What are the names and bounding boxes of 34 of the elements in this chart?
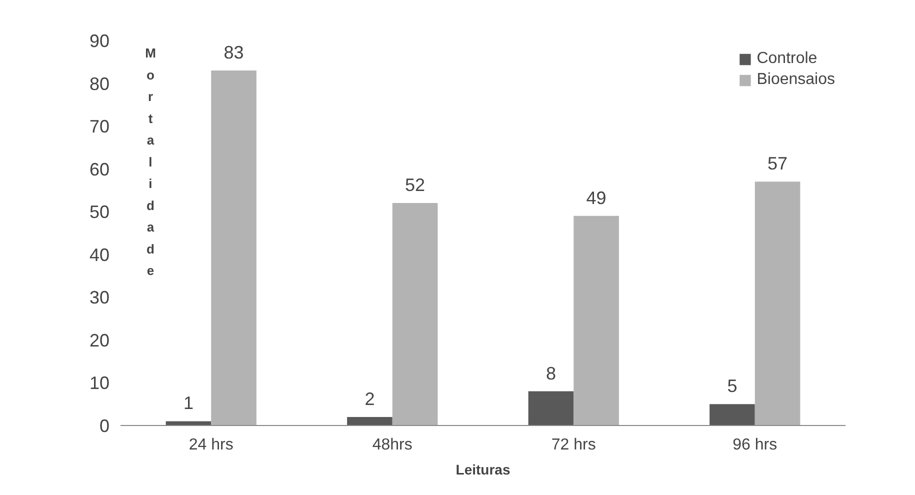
bar: [574, 216, 619, 426]
bar: [347, 416, 392, 426]
data-label: 1: [183, 393, 194, 414]
bar: [754, 182, 800, 426]
bar: [392, 203, 438, 426]
y-tick-label: 70: [89, 116, 110, 137]
y-tick-label: 10: [89, 373, 110, 394]
bar: [710, 404, 755, 426]
legend-label: Bioensaios: [756, 71, 835, 89]
y-tick-label: 30: [89, 288, 110, 308]
data-label: 83: [224, 42, 244, 62]
y-tick-label: 60: [89, 159, 110, 180]
data-label: 2: [364, 388, 375, 409]
y-tick-label: 40: [89, 244, 110, 265]
y-tick-label: 50: [89, 202, 110, 222]
x-axis-title: Leituras: [456, 462, 510, 478]
data-label: 5: [727, 376, 738, 396]
y-tick-label: 20: [89, 330, 110, 350]
text: Mortalidade: [145, 46, 156, 278]
bar: [166, 421, 212, 426]
x-tick-label: 72 hrs: [551, 436, 596, 454]
bar: [528, 391, 574, 426]
data-label: 57: [768, 154, 788, 174]
y-tick-label: 90: [89, 31, 110, 51]
legend-label: Controle: [756, 50, 818, 68]
y-tick-label: 80: [89, 74, 110, 94]
data-label: 49: [586, 188, 606, 208]
data-label: 8: [546, 363, 556, 384]
x-tick-label: 24 hrs: [188, 436, 234, 454]
x-tick-label: 48hrs: [372, 436, 412, 454]
y-tick-label: 0: [99, 416, 110, 436]
data-label: 52: [405, 175, 426, 196]
bar: [211, 70, 256, 426]
x-tick-label: 96 hrs: [732, 436, 778, 454]
